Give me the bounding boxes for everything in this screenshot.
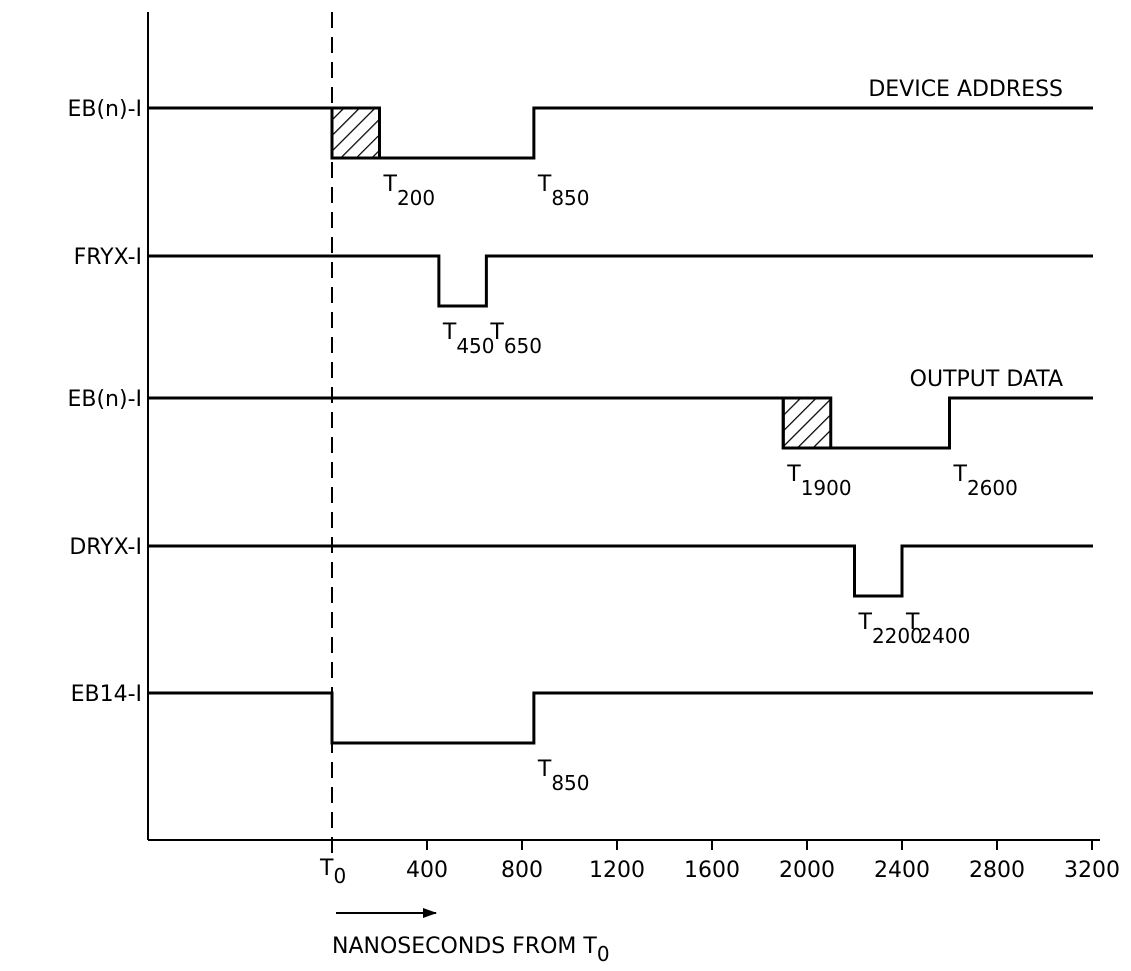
time-marker-label: T650	[489, 320, 542, 358]
signal-label: DRYX-I	[69, 535, 142, 560]
signal-label: EB(n)-I	[67, 97, 142, 122]
signal-hatched-region	[330, 106, 381, 160]
time-marker-label: T2400	[905, 610, 970, 648]
x-tick-label: 800	[501, 858, 543, 883]
signal-row: EB(n)-I OUTPUT DATA T1900 T2600	[67, 367, 1093, 500]
x-tick-label: 400	[406, 858, 448, 883]
signal-note-label: OUTPUT DATA	[910, 367, 1063, 392]
time-marker-label: T1900	[786, 462, 851, 500]
x-tick-label: 1600	[684, 858, 740, 883]
t0-origin-label: T0	[319, 856, 346, 888]
signal-note-label: DEVICE ADDRESS	[868, 77, 1063, 102]
time-marker-label: T850	[537, 172, 590, 210]
x-tick-label: 2400	[874, 858, 930, 883]
x-axis-tick-labels: 400 800 1200 1600 2000 2400 2800 3200	[406, 858, 1120, 883]
signal-waveform	[147, 544, 1093, 598]
time-marker-label: T2600	[953, 462, 1018, 500]
time-marker-label: T2200	[858, 610, 923, 648]
signal-waveform	[147, 106, 1093, 160]
x-axis-title: NANOSECONDS FROM T0	[332, 934, 610, 966]
time-marker-label: T850	[537, 757, 590, 795]
signal-waveform	[147, 396, 1093, 450]
x-tick-label: 2000	[779, 858, 835, 883]
time-marker-label: T450	[442, 320, 495, 358]
signal-waveform	[147, 254, 1093, 308]
x-tick-label: 1200	[589, 858, 645, 883]
signal-row: EB14-I T850	[71, 682, 1093, 795]
signal-label: FRYX-I	[74, 245, 142, 270]
x-axis-ticks	[331, 840, 1093, 850]
signal-waveform	[147, 691, 1093, 745]
x-tick-label: 3200	[1064, 858, 1120, 883]
signal-row: EB(n)-I DEVICE ADDRESS T200 T850	[67, 77, 1093, 210]
time-marker-label: T200	[383, 172, 436, 210]
signal-hatched-region	[781, 396, 833, 450]
signal-label: EB(n)-I	[67, 387, 142, 412]
x-tick-label: 2800	[969, 858, 1025, 883]
signal-label: EB14-I	[71, 682, 142, 707]
